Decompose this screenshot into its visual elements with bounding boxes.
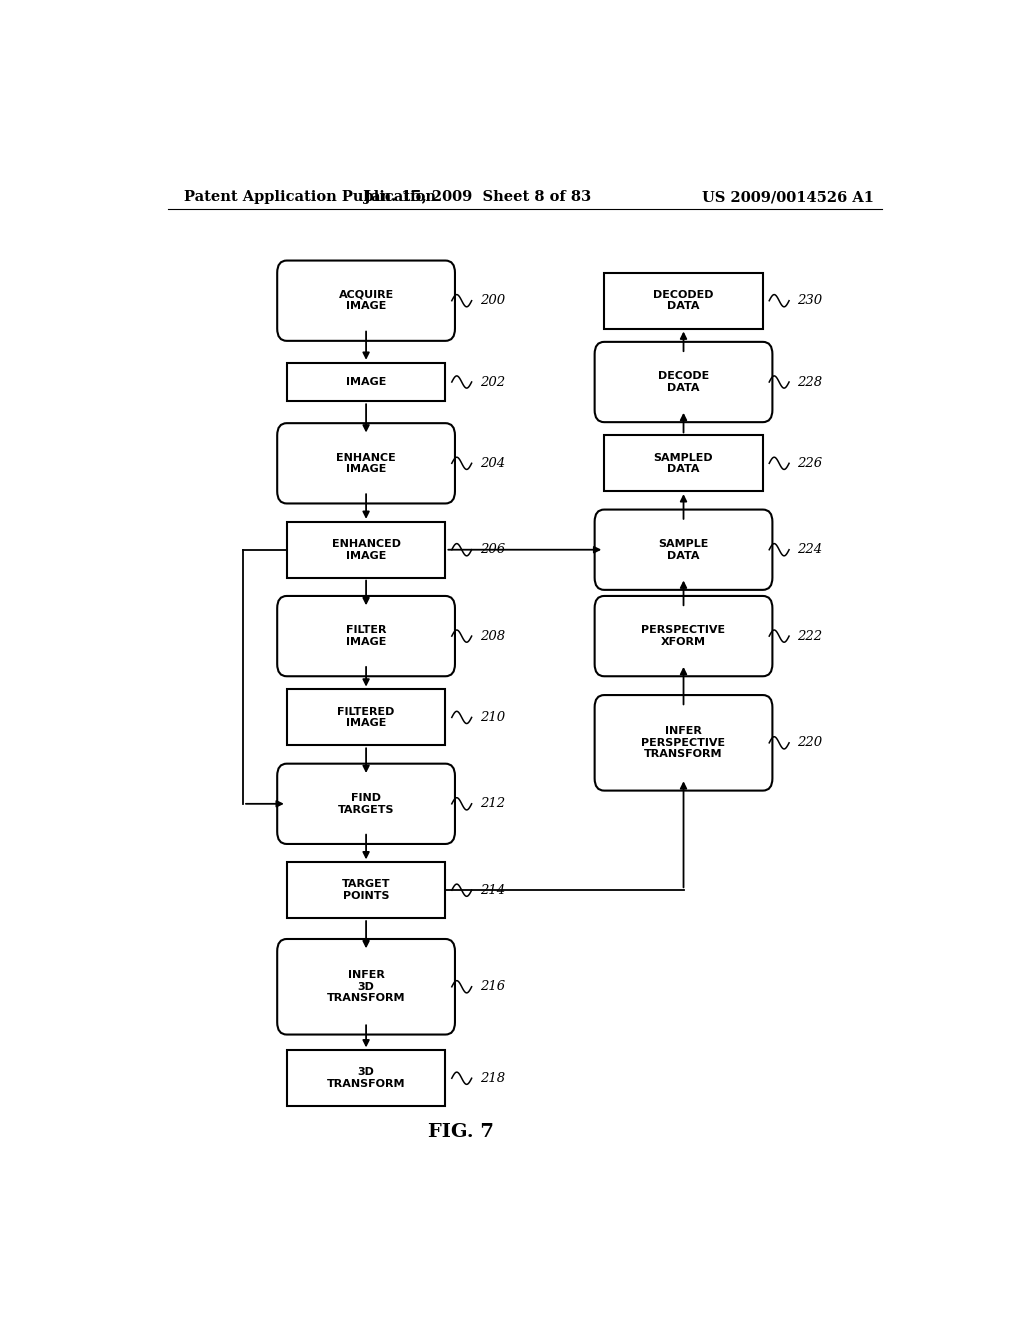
- Text: 212: 212: [479, 797, 505, 810]
- FancyBboxPatch shape: [287, 363, 445, 401]
- FancyBboxPatch shape: [287, 689, 445, 746]
- Text: 222: 222: [797, 630, 822, 643]
- Text: US 2009/0014526 A1: US 2009/0014526 A1: [702, 190, 873, 205]
- FancyBboxPatch shape: [278, 424, 455, 503]
- Text: 210: 210: [479, 711, 505, 723]
- FancyBboxPatch shape: [287, 1051, 445, 1106]
- FancyBboxPatch shape: [595, 595, 772, 676]
- Text: FIND
TARGETS: FIND TARGETS: [338, 793, 394, 814]
- FancyBboxPatch shape: [278, 939, 455, 1035]
- Text: ACQUIRE
IMAGE: ACQUIRE IMAGE: [339, 290, 393, 312]
- Text: Jan. 15, 2009  Sheet 8 of 83: Jan. 15, 2009 Sheet 8 of 83: [364, 190, 591, 205]
- Text: 216: 216: [479, 981, 505, 993]
- Text: 202: 202: [479, 375, 505, 388]
- Text: 220: 220: [797, 737, 822, 750]
- Text: TARGET
POINTS: TARGET POINTS: [342, 879, 390, 902]
- Text: 214: 214: [479, 883, 505, 896]
- Text: ENHANCED
IMAGE: ENHANCED IMAGE: [332, 539, 400, 561]
- FancyBboxPatch shape: [278, 595, 455, 676]
- Text: FILTERED
IMAGE: FILTERED IMAGE: [337, 706, 395, 729]
- FancyBboxPatch shape: [595, 510, 772, 590]
- FancyBboxPatch shape: [595, 696, 772, 791]
- Text: SAMPLED
DATA: SAMPLED DATA: [653, 453, 714, 474]
- Text: 226: 226: [797, 457, 822, 470]
- Text: ENHANCE
IMAGE: ENHANCE IMAGE: [336, 453, 396, 474]
- Text: IMAGE: IMAGE: [346, 378, 386, 387]
- Text: PERSPECTIVE
XFORM: PERSPECTIVE XFORM: [641, 626, 726, 647]
- Text: FIG. 7: FIG. 7: [428, 1123, 495, 1140]
- Text: 218: 218: [479, 1072, 505, 1085]
- FancyBboxPatch shape: [278, 764, 455, 843]
- Text: 208: 208: [479, 630, 505, 643]
- Text: SAMPLE
DATA: SAMPLE DATA: [658, 539, 709, 561]
- FancyBboxPatch shape: [278, 260, 455, 341]
- Text: DECODE
DATA: DECODE DATA: [657, 371, 710, 393]
- Text: 230: 230: [797, 294, 822, 308]
- Text: 206: 206: [479, 544, 505, 556]
- Text: 204: 204: [479, 457, 505, 470]
- Text: 3D
TRANSFORM: 3D TRANSFORM: [327, 1068, 406, 1089]
- FancyBboxPatch shape: [595, 342, 772, 422]
- FancyBboxPatch shape: [287, 521, 445, 578]
- Text: INFER
PERSPECTIVE
TRANSFORM: INFER PERSPECTIVE TRANSFORM: [641, 726, 726, 759]
- Text: 200: 200: [479, 294, 505, 308]
- FancyBboxPatch shape: [604, 273, 763, 329]
- Text: FILTER
IMAGE: FILTER IMAGE: [346, 626, 386, 647]
- FancyBboxPatch shape: [287, 862, 445, 919]
- Text: 224: 224: [797, 544, 822, 556]
- FancyBboxPatch shape: [604, 436, 763, 491]
- Text: DECODED
DATA: DECODED DATA: [653, 290, 714, 312]
- Text: 228: 228: [797, 375, 822, 388]
- Text: Patent Application Publication: Patent Application Publication: [183, 190, 435, 205]
- Text: INFER
3D
TRANSFORM: INFER 3D TRANSFORM: [327, 970, 406, 1003]
